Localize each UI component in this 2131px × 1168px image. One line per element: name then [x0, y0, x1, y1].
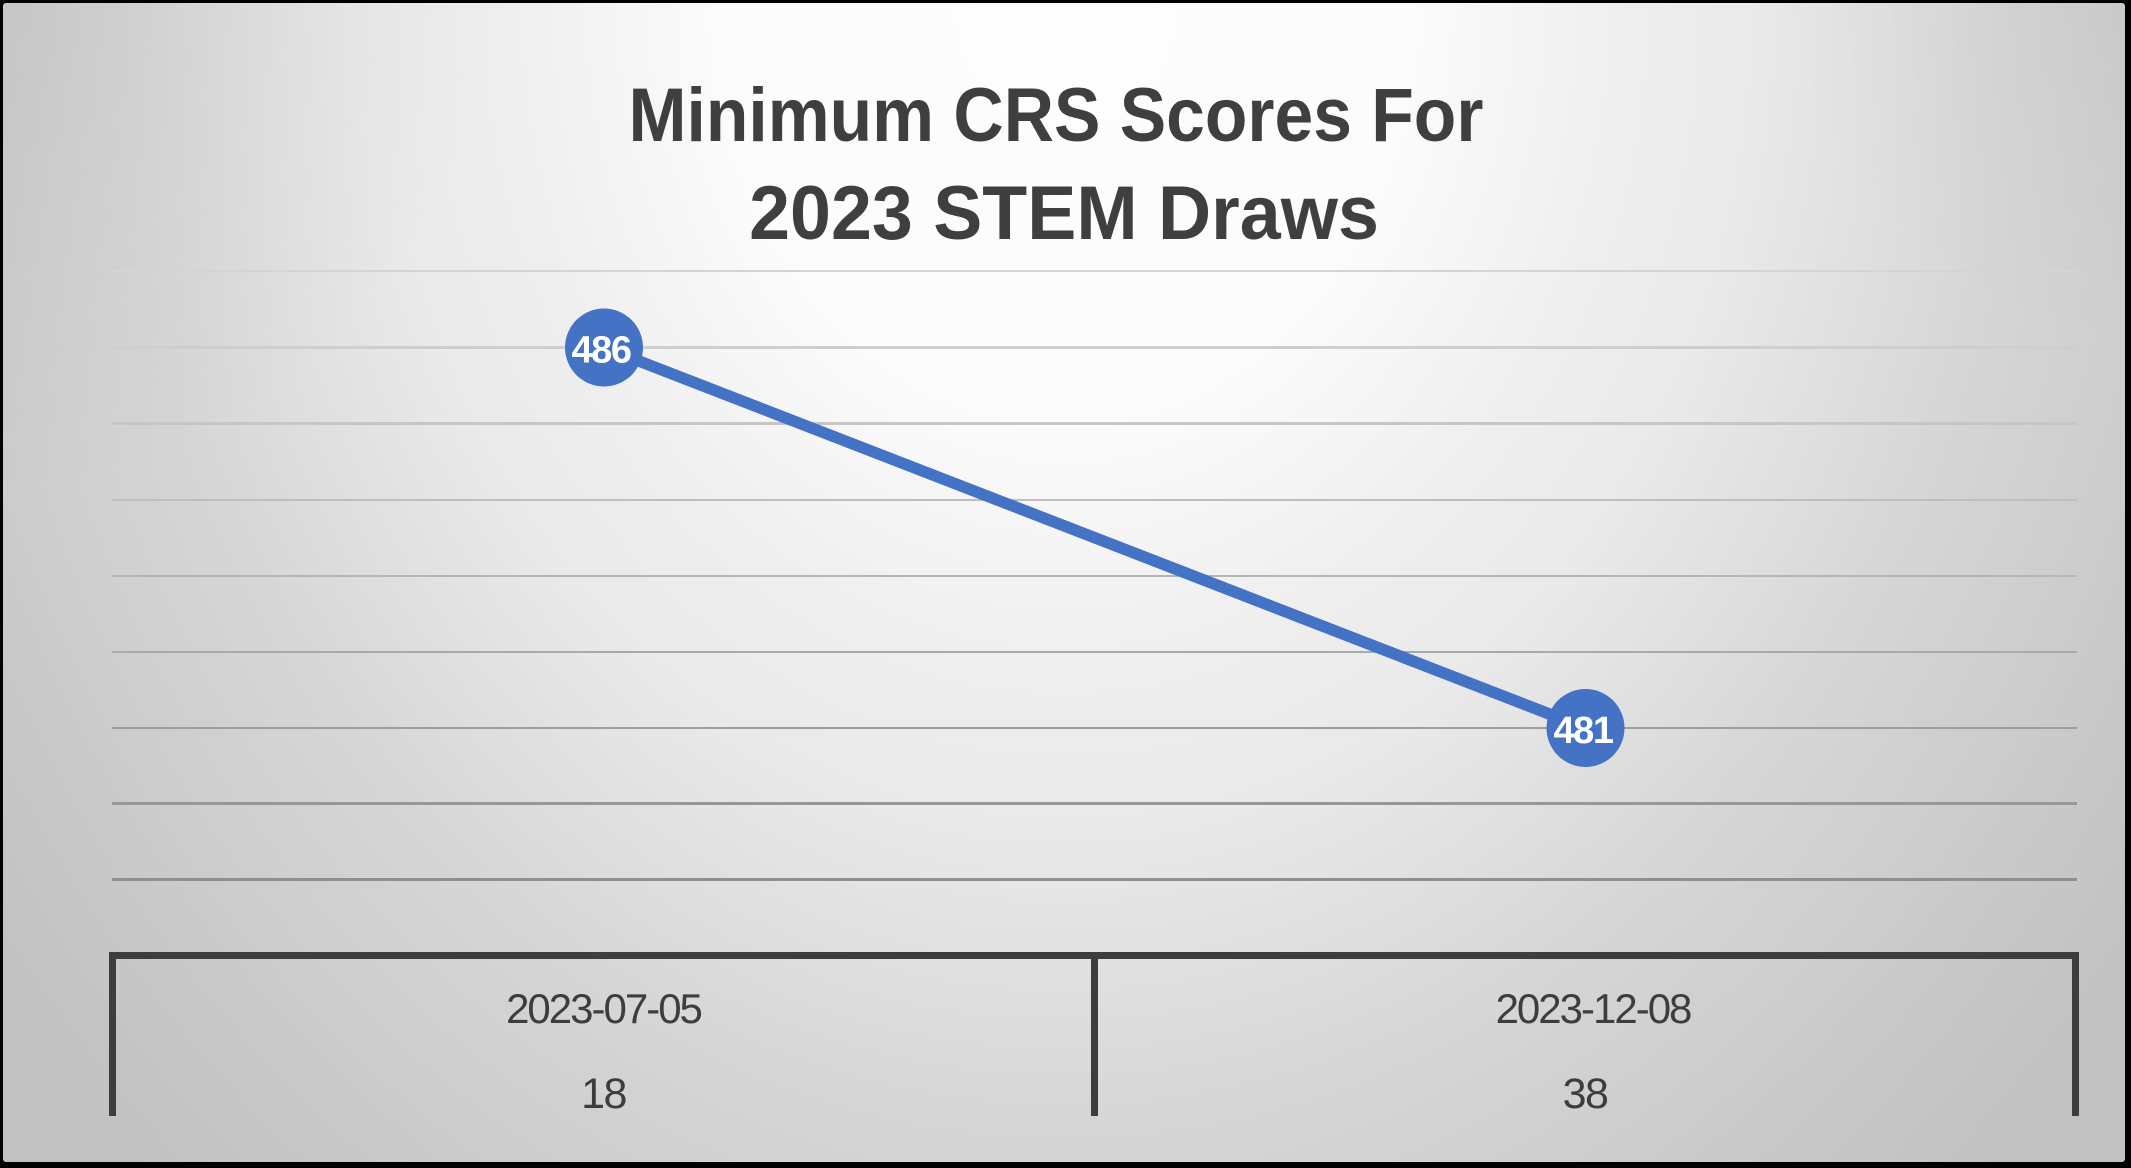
- svg-text:481: 481: [1554, 710, 1614, 752]
- svg-text:486: 486: [572, 330, 631, 372]
